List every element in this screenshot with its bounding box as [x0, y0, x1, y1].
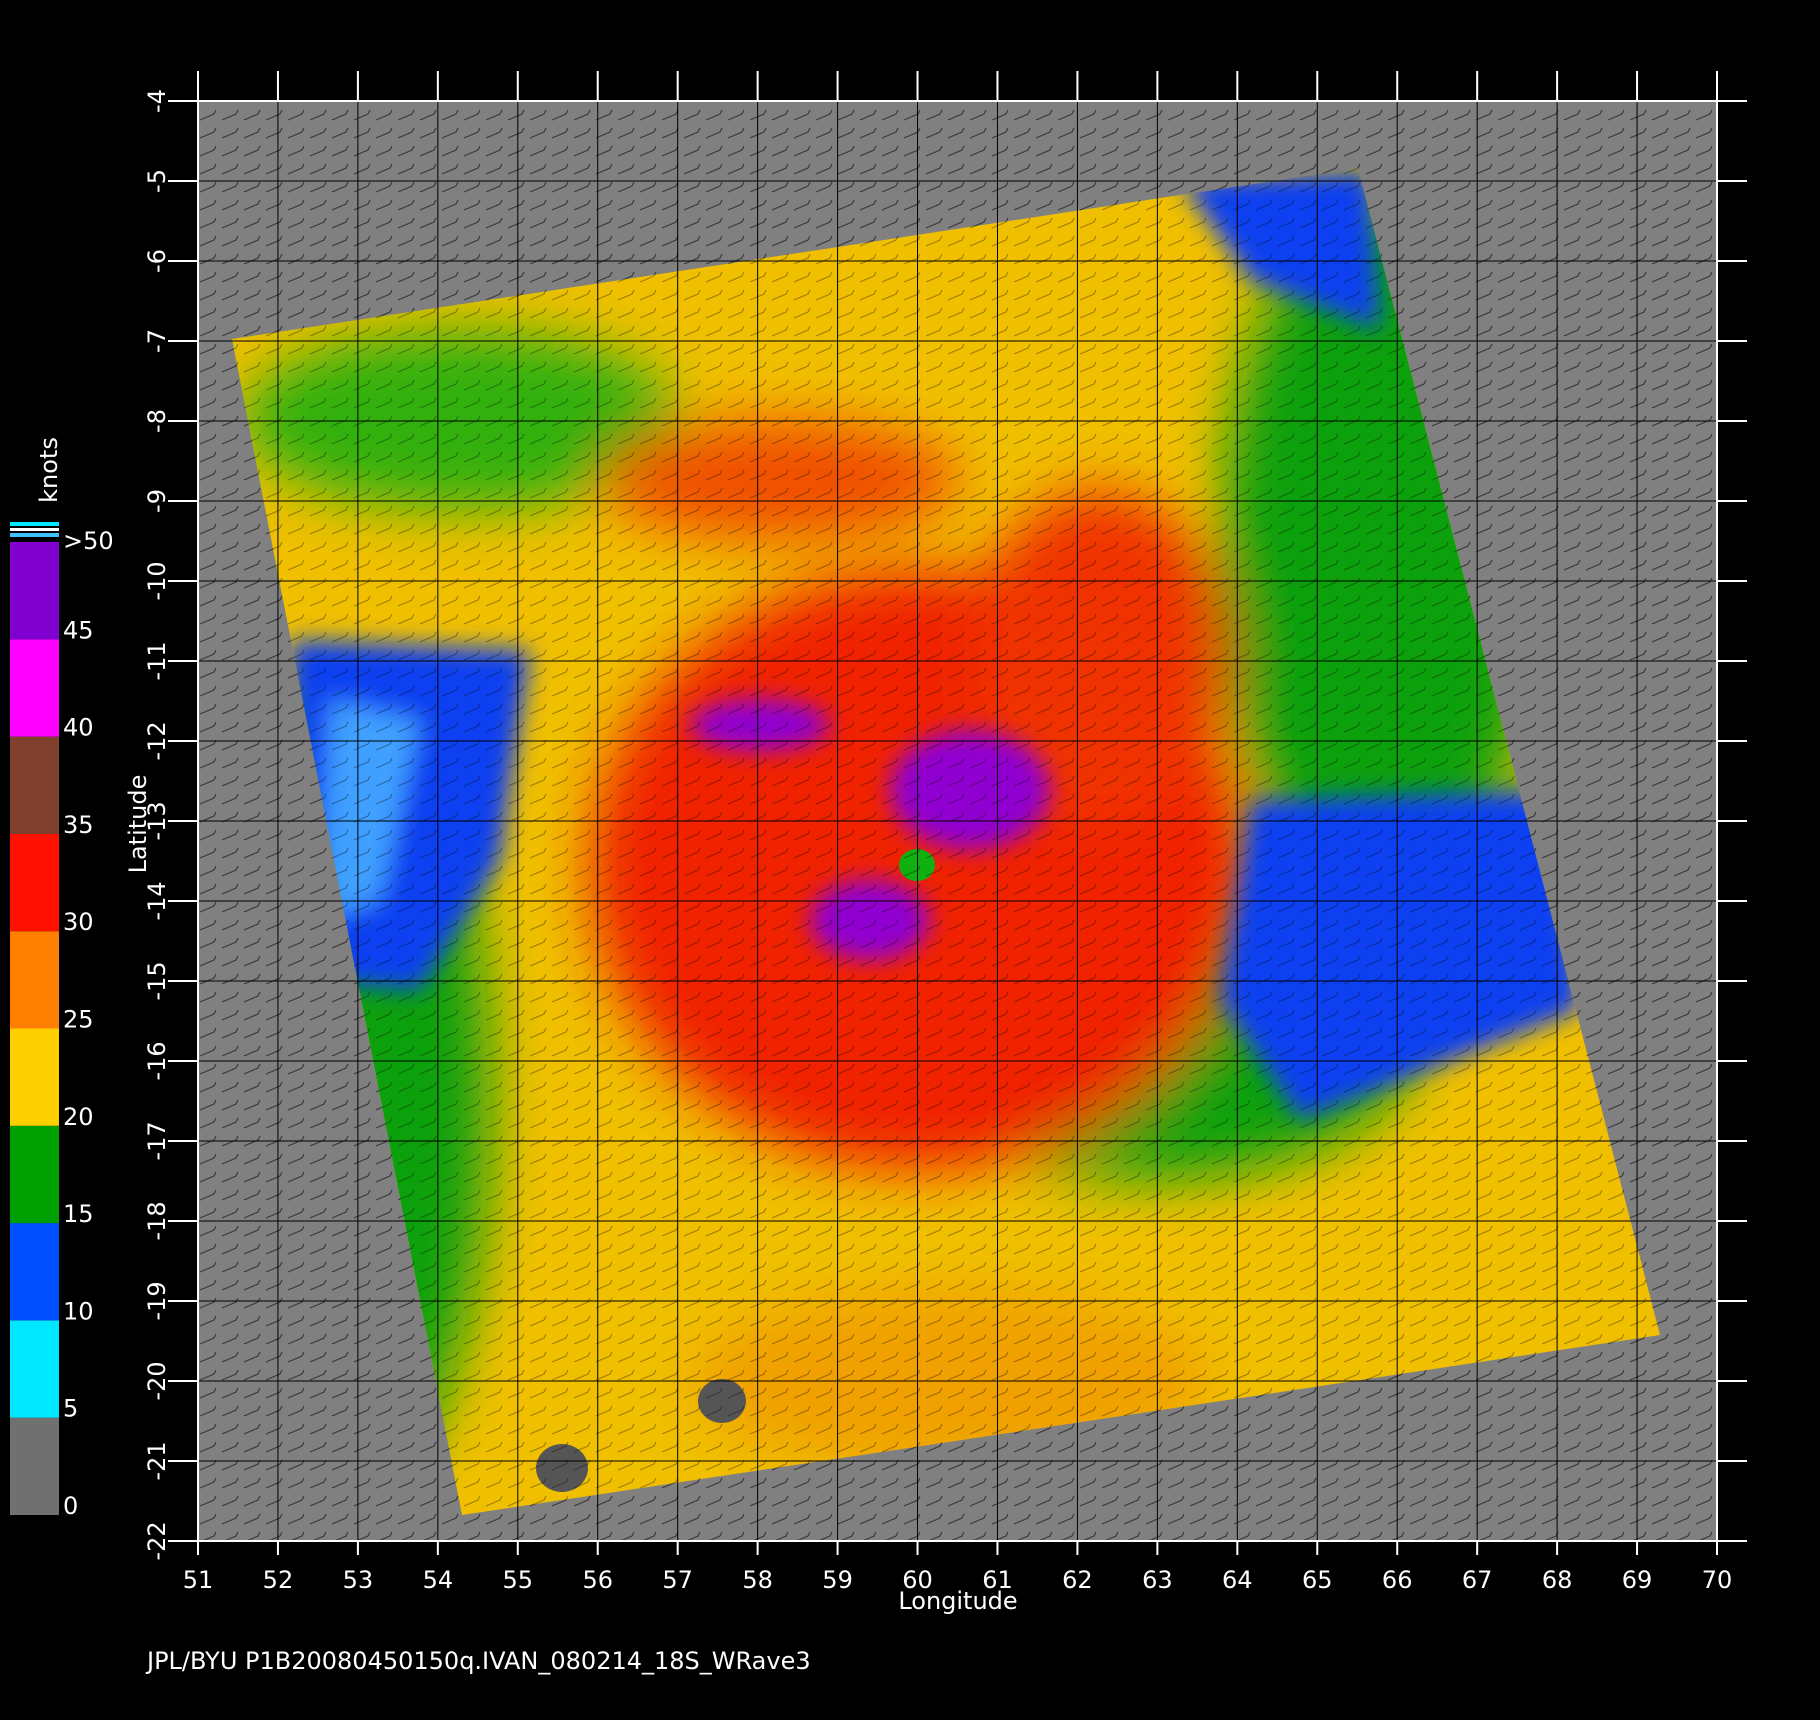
- colorbar-tick-label: 10: [63, 1297, 94, 1325]
- x-tick-label: 67: [1462, 1566, 1493, 1594]
- colorbar-segment: [10, 833, 59, 932]
- colorbar-segment: [10, 1417, 59, 1515]
- y-axis-label: Latitude: [124, 775, 152, 874]
- x-tick-label: 60: [902, 1566, 933, 1594]
- y-tick-label: -4: [143, 89, 171, 113]
- y-tick-label: -17: [143, 1121, 171, 1160]
- x-tick-label: 69: [1622, 1566, 1653, 1594]
- x-tick-label: 51: [183, 1566, 214, 1594]
- x-tick-label: 70: [1702, 1566, 1733, 1594]
- y-tick-label: -16: [143, 1041, 171, 1080]
- colorbar-tick-label: 40: [63, 714, 94, 742]
- colorbar-segment: [10, 1028, 59, 1126]
- x-tick-label: 62: [1062, 1566, 1093, 1594]
- y-tick-label: -13: [143, 801, 171, 840]
- colorbar-tick-label: 5: [63, 1395, 78, 1423]
- colorbar-tick-label: 35: [63, 811, 94, 839]
- x-tick-label: 64: [1222, 1566, 1253, 1594]
- x-tick-label: 66: [1382, 1566, 1413, 1594]
- y-tick-label: -5: [143, 169, 171, 193]
- colorbar-segment: [10, 1320, 59, 1418]
- y-tick-label: -7: [143, 329, 171, 353]
- colorbar-segment: [10, 1223, 59, 1321]
- x-tick-label: 53: [343, 1566, 374, 1594]
- x-axis-label: Longitude: [898, 1587, 1017, 1615]
- x-tick-label: 59: [822, 1566, 853, 1594]
- colorbar-segment: [10, 542, 59, 640]
- colorbar-stripe: [10, 533, 59, 537]
- colorbar-segment: [10, 639, 59, 737]
- colorbar-tick-label: 20: [63, 1103, 94, 1131]
- colorbar-tick-label: 0: [63, 1492, 78, 1520]
- x-tick-label: 54: [423, 1566, 454, 1594]
- x-tick-label: 58: [742, 1566, 773, 1594]
- colorbar-tick-label: 45: [63, 616, 94, 644]
- footer-caption: JPL/BYU P1B20080450150q.IVAN_080214_18S_…: [145, 1647, 811, 1675]
- colorbar-segment: [10, 1125, 59, 1224]
- y-tick-label: -21: [143, 1441, 171, 1480]
- y-tick-label: -18: [143, 1201, 171, 1240]
- colorbar-segment: [10, 736, 59, 834]
- colorbar-stripe: [10, 522, 59, 526]
- colorbar-tick-label: 15: [63, 1200, 94, 1228]
- y-tick-label: -10: [143, 561, 171, 600]
- y-tick-label: -12: [143, 721, 171, 760]
- y-tick-label: -14: [143, 881, 171, 920]
- x-tick-label: 68: [1542, 1566, 1573, 1594]
- y-tick-label: -6: [143, 249, 171, 273]
- colorbar-tick-label: 30: [63, 908, 94, 936]
- colorbar-stripe: [10, 528, 59, 531]
- x-tick-label: 65: [1302, 1566, 1333, 1594]
- colorbar-tick-label: 25: [63, 1006, 94, 1034]
- x-tick-label: 52: [263, 1566, 294, 1594]
- y-tick-label: -19: [143, 1281, 171, 1320]
- y-tick-label: -11: [143, 641, 171, 680]
- y-tick-label: -9: [143, 489, 171, 513]
- colorbar-segment: [10, 931, 59, 1029]
- y-tick-label: -22: [143, 1521, 171, 1560]
- y-tick-label: -8: [143, 409, 171, 433]
- y-tick-label: -15: [143, 961, 171, 1000]
- x-tick-label: 61: [982, 1566, 1013, 1594]
- x-tick-label: 55: [503, 1566, 534, 1594]
- x-tick-label: 63: [1142, 1566, 1173, 1594]
- y-tick-label: -20: [143, 1361, 171, 1400]
- x-tick-label: 57: [662, 1566, 693, 1594]
- colorbar-tick-label: >50: [63, 527, 114, 555]
- x-tick-label: 56: [582, 1566, 613, 1594]
- colorbar-label: knots: [35, 437, 63, 503]
